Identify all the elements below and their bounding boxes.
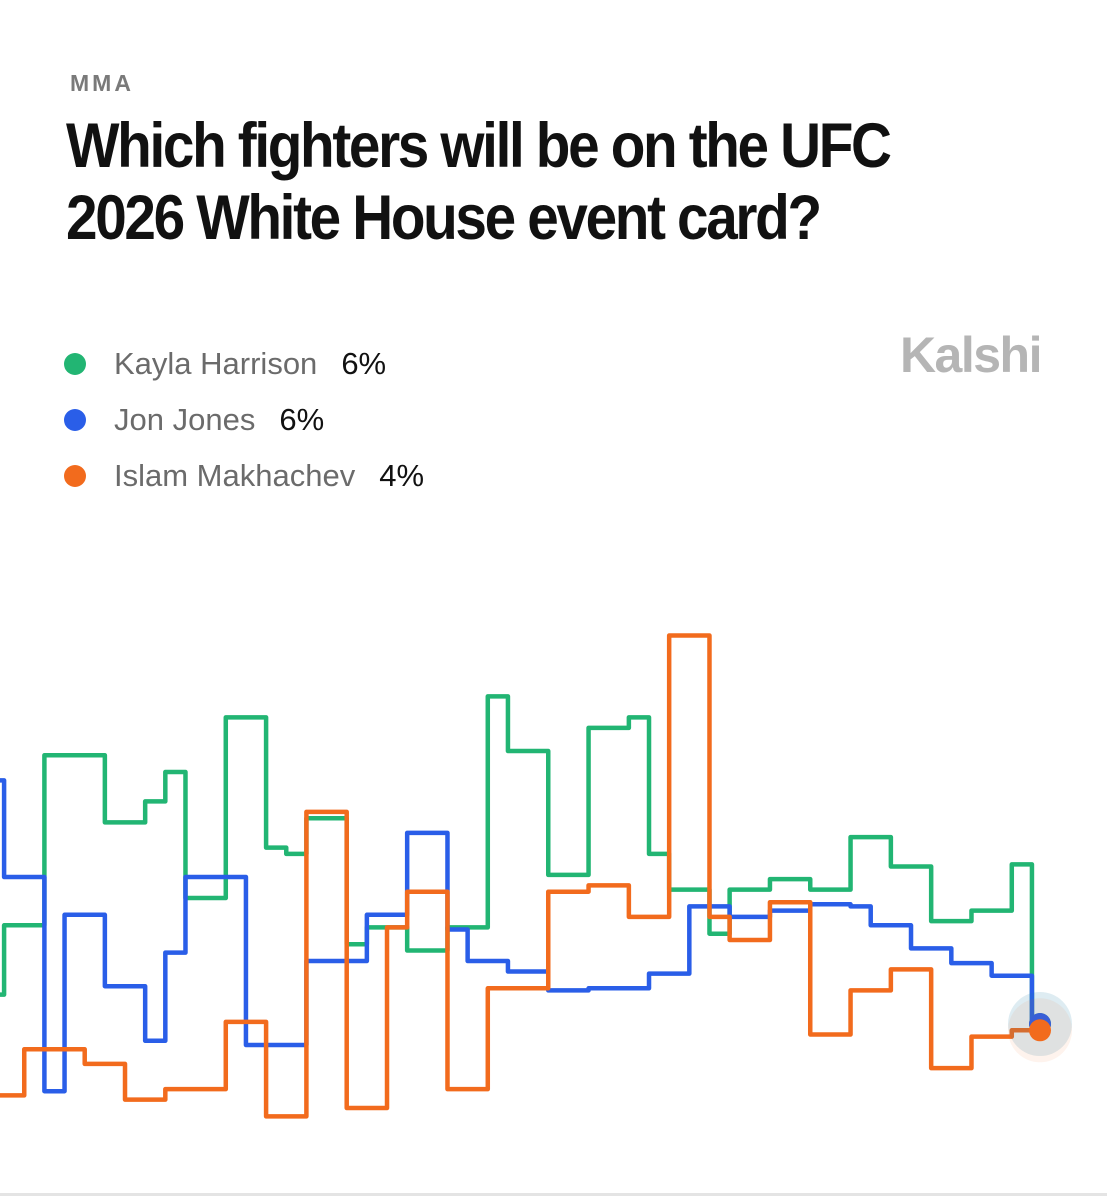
- legend-item-islam-makhachev[interactable]: Islam Makhachev 4%: [64, 448, 424, 504]
- legend-item-jon-jones[interactable]: Jon Jones 6%: [64, 392, 424, 448]
- series-line-jon-jones: [0, 778, 1043, 1094]
- category-label: MMA: [70, 70, 134, 96]
- legend-dot-jon-jones: [64, 409, 86, 431]
- kalshi-logo: Kalshi: [899, 327, 1043, 383]
- legend-value: 6%: [279, 402, 325, 437]
- legend-name: Kayla Harrison: [114, 346, 318, 381]
- legend: Kayla Harrison 6% Jon Jones 6% Islam Mak…: [64, 336, 424, 504]
- legend-value: 6%: [341, 346, 387, 381]
- series-line-kayla-harrison: [0, 694, 1043, 1027]
- legend-dot-islam-makhachev: [64, 465, 86, 487]
- series-line-islam-makhachev: [0, 633, 1043, 1119]
- chart-baseline: [0, 1193, 1107, 1196]
- legend-item-kayla-harrison[interactable]: Kayla Harrison 6%: [64, 336, 424, 392]
- legend-dot-kayla-harrison: [64, 353, 86, 375]
- legend-name: Islam Makhachev: [114, 458, 356, 493]
- legend-name: Jon Jones: [114, 402, 256, 437]
- legend-value: 4%: [379, 458, 425, 493]
- chart-title: Which fighters will be on the UFC 2026 W…: [66, 111, 892, 253]
- endpoint-marker-islam-makhachev[interactable]: [1029, 1019, 1051, 1042]
